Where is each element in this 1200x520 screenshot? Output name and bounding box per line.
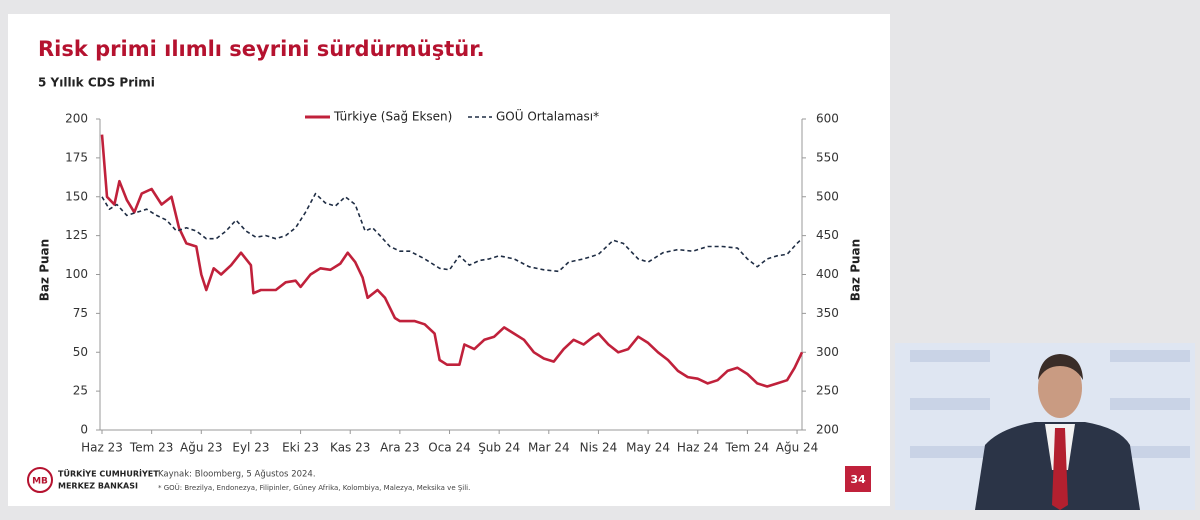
x-tick-label: Ağu 23: [180, 441, 223, 455]
x-tick-label: Kas 23: [330, 441, 370, 455]
video-inset: [895, 343, 1195, 510]
legend-label: Türkiye (Sağ Eksen): [333, 110, 452, 124]
source: Kaynak: Bloomberg, 5 Ağustos 2024.: [158, 470, 316, 480]
y2-tick-label: 250: [816, 384, 839, 398]
y-tick-label: 175: [65, 150, 88, 164]
x-tick-label: Ara 23: [380, 441, 420, 455]
y-tick-label: 150: [65, 189, 88, 203]
series-line: [100, 134, 804, 388]
y2-tick-label: 200: [816, 423, 839, 437]
y2-tick-label: 550: [816, 150, 839, 164]
page-number: 34: [850, 473, 866, 486]
x-tick-label: May 24: [626, 441, 670, 455]
y2-tick-label: 400: [816, 267, 839, 281]
slide: [8, 14, 890, 506]
x-tick-label: Tem 23: [129, 441, 173, 455]
y2-tick-label: 300: [816, 345, 839, 359]
x-tick-label: Nis 24: [580, 441, 618, 455]
bank-name: TÜRKİYE CUMHURİYET: [58, 469, 159, 479]
x-tick-label: Tem 24: [725, 441, 769, 455]
y2-tick-label: 500: [816, 189, 839, 203]
legend-label: GOÜ Ortalaması*: [496, 108, 599, 124]
backdrop-logo: [1110, 398, 1190, 410]
y-tick-label: 25: [73, 384, 88, 398]
y2-tick-label: 350: [816, 306, 839, 320]
chart-subtitle: 5 Yıllık CDS Primi: [38, 76, 155, 90]
y2-axis-label: Baz Puan: [849, 239, 863, 301]
x-tick-label: Mar 24: [528, 441, 570, 455]
bank-logo: MB TÜRKİYE CUMHURİYET MERKEZ BANKASI: [27, 467, 159, 493]
backdrop-logo: [910, 398, 990, 410]
y-tick-label: 125: [65, 228, 88, 242]
backdrop-logo: [1110, 350, 1190, 362]
speaker-head: [1038, 358, 1082, 418]
y-tick-label: 200: [65, 112, 88, 126]
x-tick-label: Eyl 23: [232, 441, 269, 455]
y-tick-label: 0: [80, 423, 88, 437]
logo-emblem: [27, 467, 53, 493]
x-tick-label: Oca 24: [428, 441, 470, 455]
x-tick-label: Haz 24: [677, 441, 719, 455]
y2-tick-label: 600: [816, 112, 839, 126]
y-axis-label: Baz Puan: [38, 239, 52, 301]
backdrop-logo: [910, 350, 990, 362]
logo-mark: MB: [32, 477, 48, 487]
footnote: * GOÜ: Brezilya, Endonezya, Filipinler, …: [158, 483, 470, 492]
y-tick-label: 50: [73, 345, 88, 359]
speaker-hair: [1038, 354, 1083, 380]
x-tick-label: Haz 23: [81, 441, 123, 455]
x-tick-label: Şub 24: [478, 441, 520, 455]
bank-name: MERKEZ BANKASI: [58, 482, 138, 491]
x-tick-label: Eki 23: [282, 441, 319, 455]
x-tick-label: Ağu 24: [776, 441, 819, 455]
legend: Türkiye (Sağ Eksen) GOÜ Ortalaması*: [305, 108, 599, 124]
y-tick-label: 100: [65, 267, 88, 281]
speaker-tie: [1052, 428, 1068, 510]
chart-title: Risk primi ılımlı seyrini sürdürmüştür.: [38, 37, 485, 61]
y2-tick-label: 450: [816, 228, 839, 242]
page-number-box: [845, 466, 871, 492]
backdrop-logo: [910, 446, 990, 458]
y-tick-label: 75: [73, 306, 88, 320]
plot-area: 0 25 50 75 100 125 150 175 200 200 250 300 350 400 450…: [65, 112, 839, 455]
series-line: [101, 192, 803, 273]
